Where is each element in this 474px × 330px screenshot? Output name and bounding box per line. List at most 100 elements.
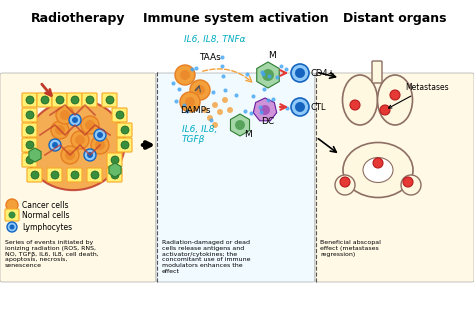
Circle shape <box>84 149 96 161</box>
Ellipse shape <box>343 75 377 125</box>
Circle shape <box>340 177 350 187</box>
FancyBboxPatch shape <box>107 153 122 167</box>
Circle shape <box>212 102 218 108</box>
Circle shape <box>26 111 34 119</box>
FancyBboxPatch shape <box>102 93 117 107</box>
FancyBboxPatch shape <box>47 168 62 182</box>
Circle shape <box>295 68 305 78</box>
Circle shape <box>373 158 383 168</box>
Text: Lymphocytes: Lymphocytes <box>22 222 72 232</box>
Circle shape <box>401 175 421 195</box>
Circle shape <box>6 199 18 211</box>
Text: Cancer cells: Cancer cells <box>22 201 69 210</box>
Circle shape <box>380 105 390 115</box>
Text: Normal cells: Normal cells <box>22 211 70 219</box>
Circle shape <box>262 69 274 81</box>
FancyBboxPatch shape <box>52 93 67 107</box>
Circle shape <box>75 135 85 145</box>
Text: Distant organs: Distant organs <box>343 12 447 25</box>
Circle shape <box>97 132 103 138</box>
Circle shape <box>51 121 69 139</box>
Circle shape <box>291 64 309 82</box>
Circle shape <box>227 107 233 113</box>
Circle shape <box>71 171 79 179</box>
Circle shape <box>116 111 124 119</box>
Ellipse shape <box>377 75 412 125</box>
Circle shape <box>121 126 129 134</box>
FancyBboxPatch shape <box>37 93 52 107</box>
Circle shape <box>111 171 119 179</box>
Circle shape <box>26 126 34 134</box>
Circle shape <box>295 102 305 112</box>
Circle shape <box>335 175 355 195</box>
Circle shape <box>260 105 270 115</box>
Circle shape <box>106 96 114 104</box>
Circle shape <box>49 139 61 151</box>
FancyBboxPatch shape <box>27 168 42 182</box>
Circle shape <box>81 116 99 134</box>
Circle shape <box>55 125 65 135</box>
Text: TAAs: TAAs <box>199 53 221 62</box>
Circle shape <box>26 96 34 104</box>
FancyBboxPatch shape <box>0 73 156 282</box>
Circle shape <box>222 97 228 103</box>
Ellipse shape <box>343 143 413 197</box>
FancyBboxPatch shape <box>112 108 127 122</box>
Circle shape <box>87 152 93 158</box>
Circle shape <box>217 109 223 115</box>
Circle shape <box>190 80 210 100</box>
FancyBboxPatch shape <box>5 209 19 221</box>
FancyBboxPatch shape <box>22 123 37 137</box>
Circle shape <box>175 65 195 85</box>
Circle shape <box>7 222 17 232</box>
Circle shape <box>91 171 99 179</box>
Circle shape <box>207 115 213 121</box>
Circle shape <box>121 141 129 149</box>
FancyBboxPatch shape <box>67 93 82 107</box>
Circle shape <box>61 146 79 164</box>
Text: Metastases: Metastases <box>389 83 448 108</box>
Circle shape <box>85 120 95 130</box>
Text: IL6, IL8, TNFα: IL6, IL8, TNFα <box>184 35 246 44</box>
Text: Immune system activation: Immune system activation <box>143 12 329 25</box>
Circle shape <box>9 212 16 218</box>
Circle shape <box>56 106 74 124</box>
FancyBboxPatch shape <box>315 73 474 282</box>
Circle shape <box>52 142 58 148</box>
Circle shape <box>291 98 309 116</box>
Circle shape <box>26 141 34 149</box>
Circle shape <box>56 96 64 104</box>
Circle shape <box>111 156 119 164</box>
Circle shape <box>202 107 208 113</box>
Text: M: M <box>244 130 252 139</box>
Text: Beneficial abscopal
effect (metastases
regression): Beneficial abscopal effect (metastases r… <box>320 240 381 257</box>
Circle shape <box>94 129 106 141</box>
Text: Series of events initiated by
ionizing radiation (ROS, RNS,
NO, TGFβ, IL6, IL8, : Series of events initiated by ionizing r… <box>5 240 99 268</box>
Circle shape <box>86 96 94 104</box>
Circle shape <box>390 90 400 100</box>
FancyBboxPatch shape <box>22 108 37 122</box>
Circle shape <box>26 156 34 164</box>
FancyBboxPatch shape <box>22 138 37 152</box>
Circle shape <box>31 171 39 179</box>
FancyBboxPatch shape <box>22 153 37 167</box>
Text: IL6, IL8,
TGFβ: IL6, IL8, TGFβ <box>182 125 218 145</box>
Circle shape <box>235 120 245 130</box>
Circle shape <box>185 97 195 107</box>
Text: M: M <box>268 51 276 60</box>
Text: Radiotherapy: Radiotherapy <box>31 12 125 25</box>
Text: Radiation-damaged or dead
cells release antigens and
activator/cytokines; the
co: Radiation-damaged or dead cells release … <box>162 240 250 274</box>
Circle shape <box>195 85 205 95</box>
Circle shape <box>180 92 200 112</box>
Circle shape <box>71 131 89 149</box>
Circle shape <box>41 96 49 104</box>
Circle shape <box>9 224 15 229</box>
Circle shape <box>95 140 105 150</box>
Circle shape <box>180 70 190 80</box>
Circle shape <box>212 122 218 128</box>
FancyBboxPatch shape <box>372 61 382 83</box>
Text: CD4+: CD4+ <box>311 69 336 78</box>
FancyBboxPatch shape <box>82 93 97 107</box>
FancyBboxPatch shape <box>87 168 102 182</box>
Circle shape <box>403 177 413 187</box>
